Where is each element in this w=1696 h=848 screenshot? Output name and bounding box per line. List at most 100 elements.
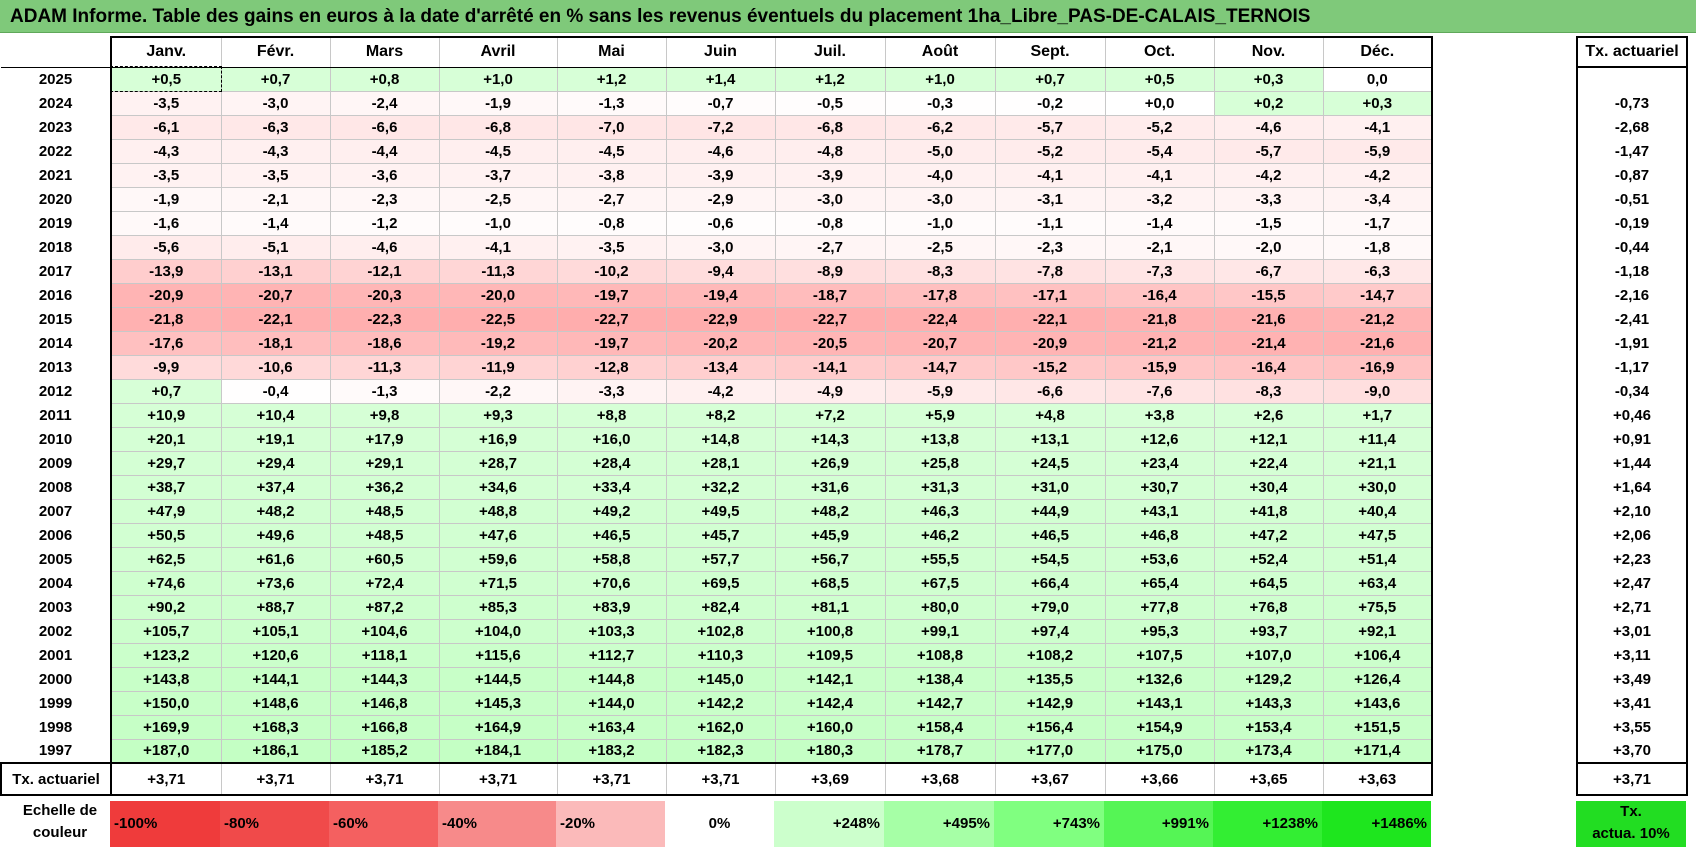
gain-cell: +12,1 bbox=[1213, 426, 1324, 452]
gain-cell: -2,9 bbox=[665, 186, 776, 212]
gain-cell: +143,3 bbox=[1213, 690, 1324, 716]
year-label: 2023 bbox=[1, 115, 112, 139]
gain-cell: +20,1 bbox=[110, 426, 222, 452]
gain-cell: +169,9 bbox=[110, 714, 222, 740]
table-row: 2022 -4,3 -4,3 -4,4 -4,5 -4,5 -4,6 -4,8 -5,0 -5,2… bbox=[1, 138, 1433, 164]
actuarial-month-cell: +3,66 bbox=[1104, 762, 1215, 796]
gain-cell: -3,7 bbox=[438, 162, 558, 188]
gain-cell: -3,5 bbox=[556, 234, 667, 260]
gain-cell: +23,4 bbox=[1104, 450, 1215, 476]
gain-cell: +47,5 bbox=[1322, 522, 1433, 548]
table-row: 2013 -9,9 -10,6 -11,3 -11,9 -12,8 -13,4 -14,1 -1… bbox=[1, 354, 1433, 380]
gain-cell: +40,4 bbox=[1322, 498, 1433, 524]
gain-cell: +144,0 bbox=[556, 690, 667, 716]
gain-cell: +28,4 bbox=[556, 450, 667, 476]
year-label: 2005 bbox=[1, 547, 112, 571]
gain-cell: +163,4 bbox=[556, 714, 667, 740]
gain-cell: +118,1 bbox=[329, 642, 440, 668]
gain-cell: -1,9 bbox=[438, 90, 558, 116]
gain-cell: +49,5 bbox=[665, 498, 776, 524]
table-row: 1999 +150,0 +148,6 +146,8 +145,3 +144,0 +142,2… bbox=[1, 690, 1433, 716]
gain-cell: +151,5 bbox=[1322, 714, 1433, 740]
gain-cell: +46,3 bbox=[884, 498, 996, 524]
gain-cell: -13,4 bbox=[665, 354, 776, 380]
gain-cell: +65,4 bbox=[1104, 570, 1215, 596]
gain-cell: -1,4 bbox=[220, 210, 331, 236]
gain-cell: +129,2 bbox=[1213, 666, 1324, 692]
gain-cell: +107,0 bbox=[1213, 642, 1324, 668]
table-row: 2023 -6,1 -6,3 -6,6 -6,8 -7,0 -7,2 -6,8 -6,2 -5,7… bbox=[1, 114, 1433, 140]
gain-cell: -5,9 bbox=[884, 378, 996, 404]
gain-cell: +182,3 bbox=[665, 738, 776, 764]
actuarial-cell: -0,44 bbox=[1576, 235, 1688, 259]
gain-cell: -2,7 bbox=[556, 186, 667, 212]
gain-cell: -7,6 bbox=[1104, 378, 1215, 404]
gain-cell: +49,6 bbox=[220, 522, 331, 548]
gain-cell: +30,0 bbox=[1322, 474, 1433, 500]
actuarial-table: Tx. actuariel -0,73 -2,68 -1,47 -0,87 -0,51-… bbox=[1576, 36, 1688, 796]
gain-cell: +29,7 bbox=[110, 450, 222, 476]
color-scale-cell: +495% bbox=[884, 801, 994, 847]
gain-cell: +142,1 bbox=[774, 666, 886, 692]
month-header: Avril bbox=[438, 36, 557, 68]
actuarial-cell: -2,68 bbox=[1576, 115, 1688, 139]
gain-cell: +92,1 bbox=[1322, 618, 1433, 644]
gain-cell: +70,6 bbox=[556, 570, 667, 596]
actuarial-cell: +1,44 bbox=[1576, 451, 1688, 475]
actuarial-cell: +3,41 bbox=[1576, 691, 1688, 715]
gain-cell: +144,5 bbox=[438, 666, 558, 692]
gain-cell: +88,7 bbox=[220, 594, 331, 620]
actuarial-cell: -0,87 bbox=[1576, 163, 1688, 187]
gain-cell: -17,1 bbox=[994, 282, 1106, 308]
gain-cell: -21,8 bbox=[1104, 306, 1215, 332]
gain-cell: +138,4 bbox=[884, 666, 996, 692]
actuarial-cell: -1,47 bbox=[1576, 139, 1688, 163]
gain-cell: +0,7 bbox=[994, 66, 1106, 92]
gain-cell: +144,1 bbox=[220, 666, 331, 692]
gain-cell: +57,7 bbox=[665, 546, 776, 572]
year-label: 2022 bbox=[1, 139, 112, 163]
gain-cell: -6,3 bbox=[1322, 258, 1433, 284]
actuarial-cell: -1,91 bbox=[1576, 331, 1688, 355]
gain-cell: +143,6 bbox=[1322, 690, 1433, 716]
month-header: Juil. bbox=[774, 36, 885, 68]
gain-cell: +8,2 bbox=[665, 402, 776, 428]
gain-cell: -0,2 bbox=[994, 90, 1106, 116]
gain-cell: -2,0 bbox=[1213, 234, 1324, 260]
month-header-row: Janv. Févr. Mars Avril Mai Juin Juil. Août Sept.… bbox=[1, 36, 1433, 68]
gain-cell: -16,9 bbox=[1322, 354, 1433, 380]
gain-cell: +9,8 bbox=[329, 402, 440, 428]
gain-cell: -10,6 bbox=[220, 354, 331, 380]
gain-cell: +1,0 bbox=[438, 66, 558, 92]
gain-cell: -4,1 bbox=[994, 162, 1106, 188]
month-header: Mars bbox=[329, 36, 439, 68]
gain-cell: +83,9 bbox=[556, 594, 667, 620]
gain-cell: -3,5 bbox=[110, 90, 222, 116]
gain-cell: -5,2 bbox=[1104, 114, 1215, 140]
actuarial-cell: -1,18 bbox=[1576, 259, 1688, 283]
gain-cell: -20,7 bbox=[220, 282, 331, 308]
actuarial-cell: -2,41 bbox=[1576, 307, 1688, 331]
gain-cell: -5,4 bbox=[1104, 138, 1215, 164]
gain-cell: +54,5 bbox=[994, 546, 1106, 572]
gain-cell: +45,7 bbox=[665, 522, 776, 548]
gain-cell: -1,6 bbox=[110, 210, 222, 236]
year-label: 2002 bbox=[1, 619, 112, 643]
actuarial-cell: +2,10 bbox=[1576, 499, 1688, 523]
table-row: 2002 +105,7 +105,1 +104,6 +104,0 +103,3 +102,8… bbox=[1, 618, 1433, 644]
gain-cell: -4,1 bbox=[1322, 114, 1433, 140]
gain-cell: +142,9 bbox=[994, 690, 1106, 716]
gain-cell: -11,9 bbox=[438, 354, 558, 380]
actuarial-month-cell: +3,71 bbox=[110, 762, 222, 796]
gain-cell: +135,5 bbox=[994, 666, 1106, 692]
gain-cell: -2,3 bbox=[329, 186, 440, 212]
gain-cell: -1,4 bbox=[1104, 210, 1215, 236]
gain-cell: -6,6 bbox=[994, 378, 1106, 404]
gains-table: Janv. Févr. Mars Avril Mai Juin Juil. Août Sept.… bbox=[0, 36, 1433, 796]
gain-cell: +85,3 bbox=[438, 594, 558, 620]
gain-cell: -22,7 bbox=[556, 306, 667, 332]
year-label: 2024 bbox=[1, 91, 112, 115]
gain-cell: +115,6 bbox=[438, 642, 558, 668]
actuarial-cell: +3,01 bbox=[1576, 619, 1688, 643]
gain-cell: +50,5 bbox=[110, 522, 222, 548]
